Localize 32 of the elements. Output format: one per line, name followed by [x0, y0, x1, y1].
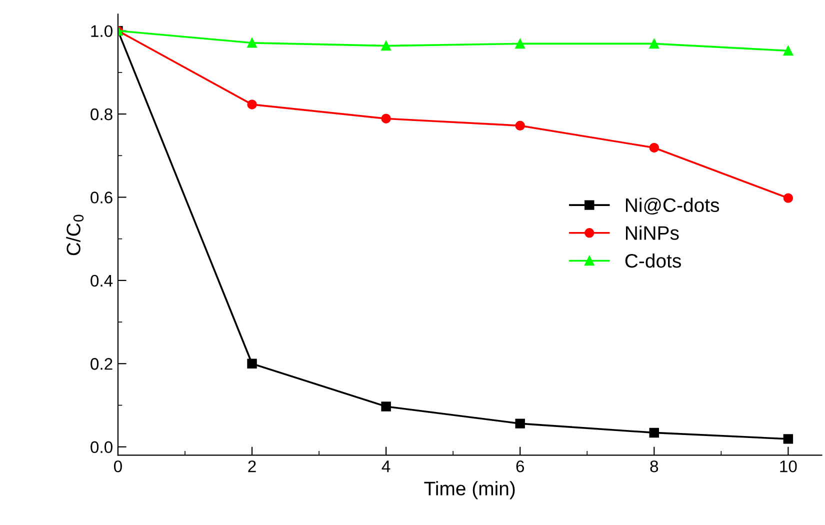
point: [649, 38, 660, 49]
point: [783, 46, 794, 56]
x-tick-label: 2: [248, 460, 256, 472]
point: [515, 120, 525, 131]
y-tick-label: 0.0: [90, 441, 112, 454]
x-tick-label: 10: [780, 460, 797, 472]
y-tick-label: 0.4: [90, 274, 113, 287]
point: [783, 193, 794, 203]
point: [381, 114, 391, 124]
point: [649, 142, 660, 153]
point: [247, 100, 257, 110]
y-tick-label: 1.0: [91, 25, 112, 38]
y-tick-label: 0.6: [90, 192, 112, 204]
y-tick-label: 0.2: [90, 358, 112, 370]
x-tick-label: 4: [382, 460, 390, 472]
point: [783, 434, 794, 444]
point: [381, 40, 391, 51]
x-tick-label: 6: [516, 460, 524, 472]
y-tick-label: 0.8: [90, 108, 112, 120]
x-tick-label: 0: [114, 460, 122, 472]
x-axis-title: Time (min): [424, 481, 515, 500]
point: [515, 38, 525, 49]
point: [247, 358, 257, 369]
point: [247, 38, 257, 48]
x-tick-label: 8: [650, 460, 658, 472]
legend-label: NiNPs: [626, 226, 679, 240]
legend-label: Ni@C-dots: [626, 198, 720, 215]
point: [381, 402, 391, 412]
point: [649, 428, 660, 438]
legend-label: C-dots: [625, 253, 681, 268]
point: [515, 418, 525, 428]
y-axis-title: C/C$_{0}$: [66, 214, 84, 256]
